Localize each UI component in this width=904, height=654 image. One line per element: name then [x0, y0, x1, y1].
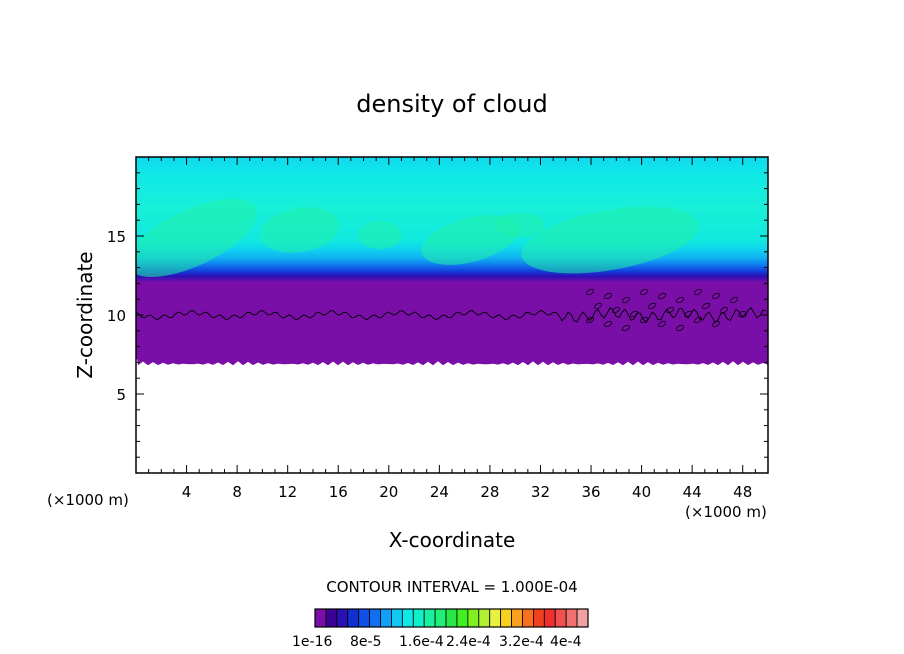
contour-ring — [702, 302, 710, 310]
colorbar-frame — [314, 608, 589, 628]
colorbar — [314, 608, 589, 628]
x-axis-label: X-coordinate — [389, 528, 516, 552]
field-patch — [421, 215, 519, 265]
contour-ring — [658, 292, 666, 300]
x-tick-label: 20 — [379, 483, 398, 501]
colorbar-swatch — [565, 608, 578, 628]
colorbar-swatch — [358, 608, 370, 628]
colorbar-swatch — [522, 608, 534, 628]
colorbar-swatch — [543, 608, 556, 628]
contour-ring — [712, 292, 720, 300]
contour-ring — [666, 306, 674, 314]
contour-ring — [586, 316, 594, 324]
contour-line — [136, 306, 767, 324]
colorbar-swatch — [478, 608, 491, 628]
colorbar-swatch — [325, 608, 338, 628]
contour-ring — [640, 316, 648, 324]
colorbar-swatch — [554, 608, 567, 628]
colorbar-swatch — [533, 608, 545, 628]
x-tick-label: 48 — [733, 483, 752, 501]
contour-ring — [622, 324, 630, 332]
colorbar-swatch — [445, 608, 458, 628]
contour-ring — [712, 320, 720, 328]
y-tick-label: 5 — [116, 386, 126, 404]
x-unit-right: (×1000 m) — [685, 503, 767, 521]
contour-ring — [694, 316, 702, 324]
x-tick-label: 8 — [232, 483, 242, 501]
colorbar-label: 3.2e-4 — [499, 634, 544, 650]
contour-ring — [630, 310, 638, 318]
colorbar-label: 1e-16 — [292, 634, 332, 650]
contour-ring — [676, 324, 684, 332]
contour-ring — [622, 296, 630, 304]
contour-ring — [694, 288, 702, 296]
y-axis: 5 10 15 — [107, 172, 768, 458]
contour-ring — [594, 302, 602, 310]
contour-ring — [658, 320, 666, 328]
colorbar-label: 2.4e-4 — [446, 634, 491, 650]
contour-ring — [640, 288, 648, 296]
contour-ring — [612, 306, 620, 314]
x-unit-left: (×1000 m) — [47, 491, 129, 509]
colorbar-label: 1.6e-4 — [399, 634, 444, 650]
colorbar-swatch — [401, 608, 414, 628]
contour-ring — [676, 296, 684, 304]
x-tick-label: 24 — [430, 483, 449, 501]
contour-ring — [684, 310, 692, 318]
y-axis-label: Z-coordinate — [73, 251, 97, 378]
colorbar-swatch — [423, 608, 436, 628]
colorbar-swatch — [380, 608, 392, 628]
colorbar-swatch — [347, 608, 360, 628]
field-patch — [136, 199, 257, 277]
field-patch — [495, 213, 545, 237]
x-axis: 4 8 12 16 20 24 28 32 36 40 44 48 — [148, 157, 756, 501]
x-tick-label: 40 — [632, 483, 651, 501]
cloud-base — [136, 346, 768, 366]
colorbar-swatch — [467, 608, 480, 628]
y-tick-label: 10 — [107, 307, 126, 325]
x-tick-label: 28 — [480, 483, 499, 501]
colorbar-swatch — [489, 608, 502, 628]
colorbar-label: 4e-4 — [550, 634, 582, 650]
contour-ring — [604, 320, 612, 328]
contour-ring — [720, 306, 728, 314]
colorbar-swatch — [336, 608, 349, 628]
field-patch — [358, 221, 402, 249]
contour-ring — [738, 310, 746, 318]
x-tick-label: 36 — [581, 483, 600, 501]
colorbar-swatch — [434, 608, 447, 628]
colorbar-swatch — [456, 608, 469, 628]
contour-ring — [604, 292, 612, 300]
x-tick-label: 32 — [531, 483, 550, 501]
plot-area — [136, 157, 768, 473]
contour-interval: CONTOUR INTERVAL = 1.000E-04 — [326, 578, 577, 596]
colorbar-swatch — [412, 608, 425, 628]
contour-ring — [648, 302, 656, 310]
chart-title: density of cloud — [356, 90, 547, 118]
field-patch — [260, 207, 340, 253]
colorbar-swatch — [576, 608, 589, 628]
colorbar-swatch — [369, 608, 381, 628]
x-tick-label: 16 — [329, 483, 348, 501]
colorbar-labels: 1e-16 8e-5 1.6e-4 2.4e-4 3.2e-4 4e-4 — [292, 634, 582, 650]
colorbar-swatch — [500, 608, 512, 628]
colorbar-swatch — [314, 608, 327, 628]
colorbar-swatch — [391, 608, 403, 628]
colorbar-label: 8e-5 — [350, 634, 381, 650]
contour-ring — [730, 296, 738, 304]
colorbar-swatch — [511, 608, 523, 628]
field-patch — [521, 206, 699, 274]
x-tick-label: 44 — [683, 483, 702, 501]
x-tick-label: 12 — [278, 483, 297, 501]
x-tick-label: 4 — [182, 483, 192, 501]
y-tick-label: 15 — [107, 228, 126, 246]
contour-ring — [586, 288, 594, 296]
